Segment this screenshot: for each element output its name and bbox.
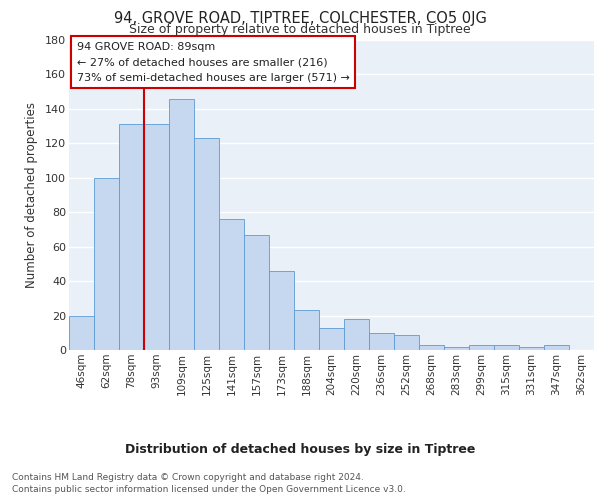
Bar (469, 345, 494, 350)
Text: Distribution of detached houses by size in Tiptree: Distribution of detached houses by size … (125, 442, 475, 456)
Bar (394, 334, 419, 350)
Bar (544, 345, 569, 350)
Bar (119, 124, 144, 350)
Bar (444, 346, 469, 350)
Bar (169, 98, 194, 350)
Bar (244, 234, 269, 350)
Bar (419, 345, 444, 350)
Bar (519, 346, 544, 350)
Bar (369, 333, 394, 350)
Bar (69, 316, 94, 350)
Bar (269, 271, 294, 350)
Bar (344, 319, 369, 350)
Y-axis label: Number of detached properties: Number of detached properties (25, 102, 38, 288)
Text: 94 GROVE ROAD: 89sqm
← 27% of detached houses are smaller (216)
73% of semi-deta: 94 GROVE ROAD: 89sqm ← 27% of detached h… (77, 42, 350, 83)
Text: Size of property relative to detached houses in Tiptree: Size of property relative to detached ho… (129, 22, 471, 36)
Bar (294, 310, 319, 350)
Text: Contains public sector information licensed under the Open Government Licence v3: Contains public sector information licen… (12, 485, 406, 494)
Bar (219, 219, 244, 350)
Bar (144, 124, 169, 350)
Bar (94, 178, 119, 350)
Bar (194, 138, 219, 350)
Text: 94, GROVE ROAD, TIPTREE, COLCHESTER, CO5 0JG: 94, GROVE ROAD, TIPTREE, COLCHESTER, CO5… (113, 11, 487, 26)
Text: Contains HM Land Registry data © Crown copyright and database right 2024.: Contains HM Land Registry data © Crown c… (12, 472, 364, 482)
Bar (319, 328, 344, 350)
Bar (494, 345, 519, 350)
